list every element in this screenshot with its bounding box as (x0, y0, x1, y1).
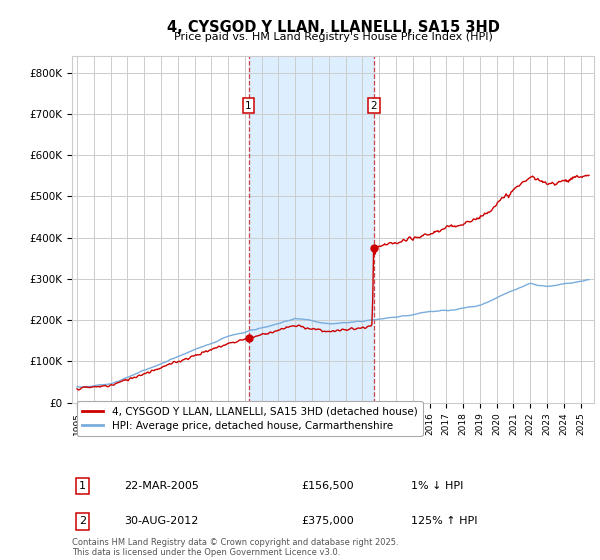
Text: £375,000: £375,000 (302, 516, 355, 526)
Text: 2: 2 (370, 101, 377, 110)
Bar (248, 56, 374, 403)
Text: 2: 2 (79, 516, 86, 526)
Text: 1: 1 (245, 101, 252, 110)
Text: Price paid vs. HM Land Registry's House Price Index (HPI): Price paid vs. HM Land Registry's House … (173, 32, 493, 43)
Legend: 4, CYSGOD Y LLAN, LLANELLI, SA15 3HD (detached house), HPI: Average price, detac: 4, CYSGOD Y LLAN, LLANELLI, SA15 3HD (de… (77, 401, 422, 436)
Text: 1% ↓ HPI: 1% ↓ HPI (412, 482, 464, 491)
Text: Contains HM Land Registry data © Crown copyright and database right 2025.
This d: Contains HM Land Registry data © Crown c… (72, 538, 398, 557)
Text: 22-MAR-2005: 22-MAR-2005 (124, 482, 199, 491)
Text: 1: 1 (79, 482, 86, 491)
Text: 4, CYSGOD Y LLAN, LLANELLI, SA15 3HD: 4, CYSGOD Y LLAN, LLANELLI, SA15 3HD (167, 20, 499, 35)
Text: £156,500: £156,500 (302, 482, 355, 491)
Text: 30-AUG-2012: 30-AUG-2012 (124, 516, 199, 526)
Text: 125% ↑ HPI: 125% ↑ HPI (412, 516, 478, 526)
